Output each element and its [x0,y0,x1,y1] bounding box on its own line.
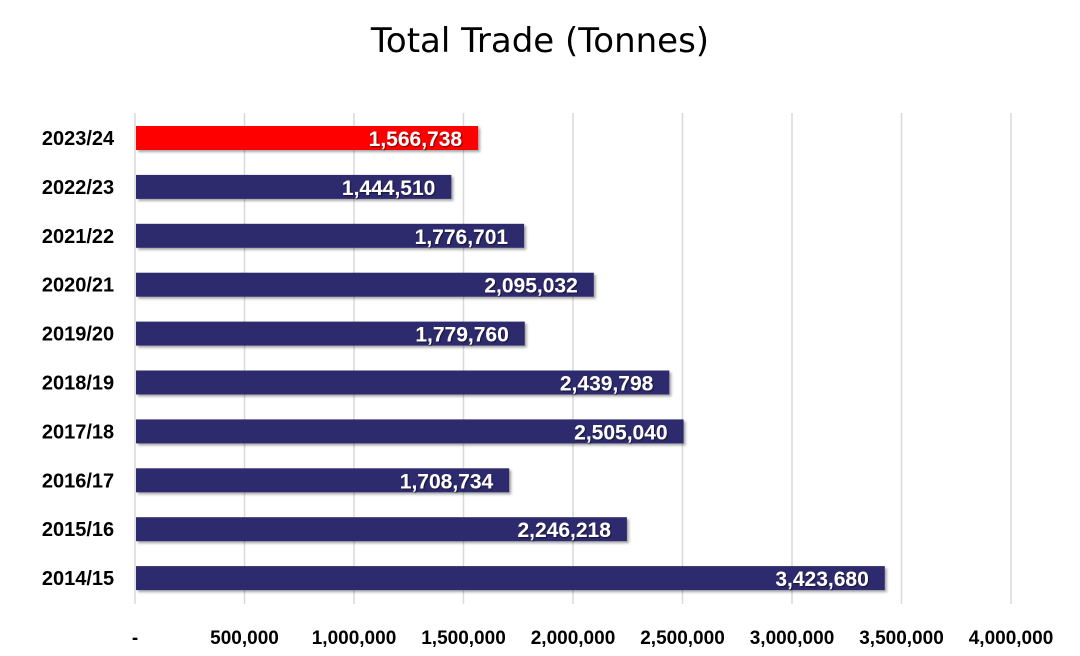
bar-2017-18 [136,419,684,444]
category-label: 2019/20 [42,324,114,346]
category-label: 2014/15 [42,568,114,590]
data-label: 1,776,701 [415,226,509,249]
x-tick-label: 1,500,000 [421,628,506,649]
category-label: 2023/24 [42,128,115,150]
data-label: 1,566,738 [369,128,463,151]
x-tick-label: 4,000,000 [969,628,1054,649]
chart-title: Total Trade (Tonnes) [370,21,709,61]
x-tick-label: 1,000,000 [312,628,397,649]
x-tick-label: 2,000,000 [531,628,616,649]
category-label: 2021/22 [42,226,114,248]
bar-2022-23 [136,174,452,199]
bar-2021-22 [136,223,525,248]
x-tick-label: - [132,628,138,649]
bar-2020-21 [136,272,594,297]
category-label: 2016/17 [42,470,114,492]
bar-2016-17 [136,468,510,493]
data-label: 3,423,680 [775,568,868,591]
category-labels: 2023/24 2022/23 2021/22 2020/21 2019/20 2018/… [42,128,115,590]
data-label: 2,095,032 [484,275,577,298]
x-tick-label: 3,500,000 [859,628,944,649]
data-label: 2,505,040 [574,421,667,444]
x-tick-label: 3,000,000 [750,628,835,649]
category-label: 2015/16 [42,519,114,541]
data-label: 2,439,798 [560,373,654,396]
bars [136,126,885,591]
bar-2023-24 [136,126,479,150]
category-label: 2017/18 [42,421,114,443]
bar-2018-19 [136,370,670,395]
data-labels: 1,566,738 1,444,510 1,776,701 2,095,032 1,77… [342,128,869,591]
bar-2014-15 [136,566,885,591]
data-label: 2,246,218 [517,519,611,542]
bar-2015-16 [136,517,627,542]
category-label: 2020/21 [42,275,114,297]
x-tick-label: 500,000 [210,628,279,649]
data-label: 1,779,760 [415,324,508,347]
x-axis-tick-labels: - 500,000 1,000,000 1,500,000 2,000,000 2,500… [132,628,1053,649]
category-label: 2018/19 [42,373,114,395]
x-tick-label: 2,500,000 [640,628,725,649]
category-label: 2022/23 [42,177,114,199]
bar-2019-20 [136,321,525,346]
data-label: 1,708,734 [400,470,494,493]
data-label: 1,444,510 [342,177,435,200]
